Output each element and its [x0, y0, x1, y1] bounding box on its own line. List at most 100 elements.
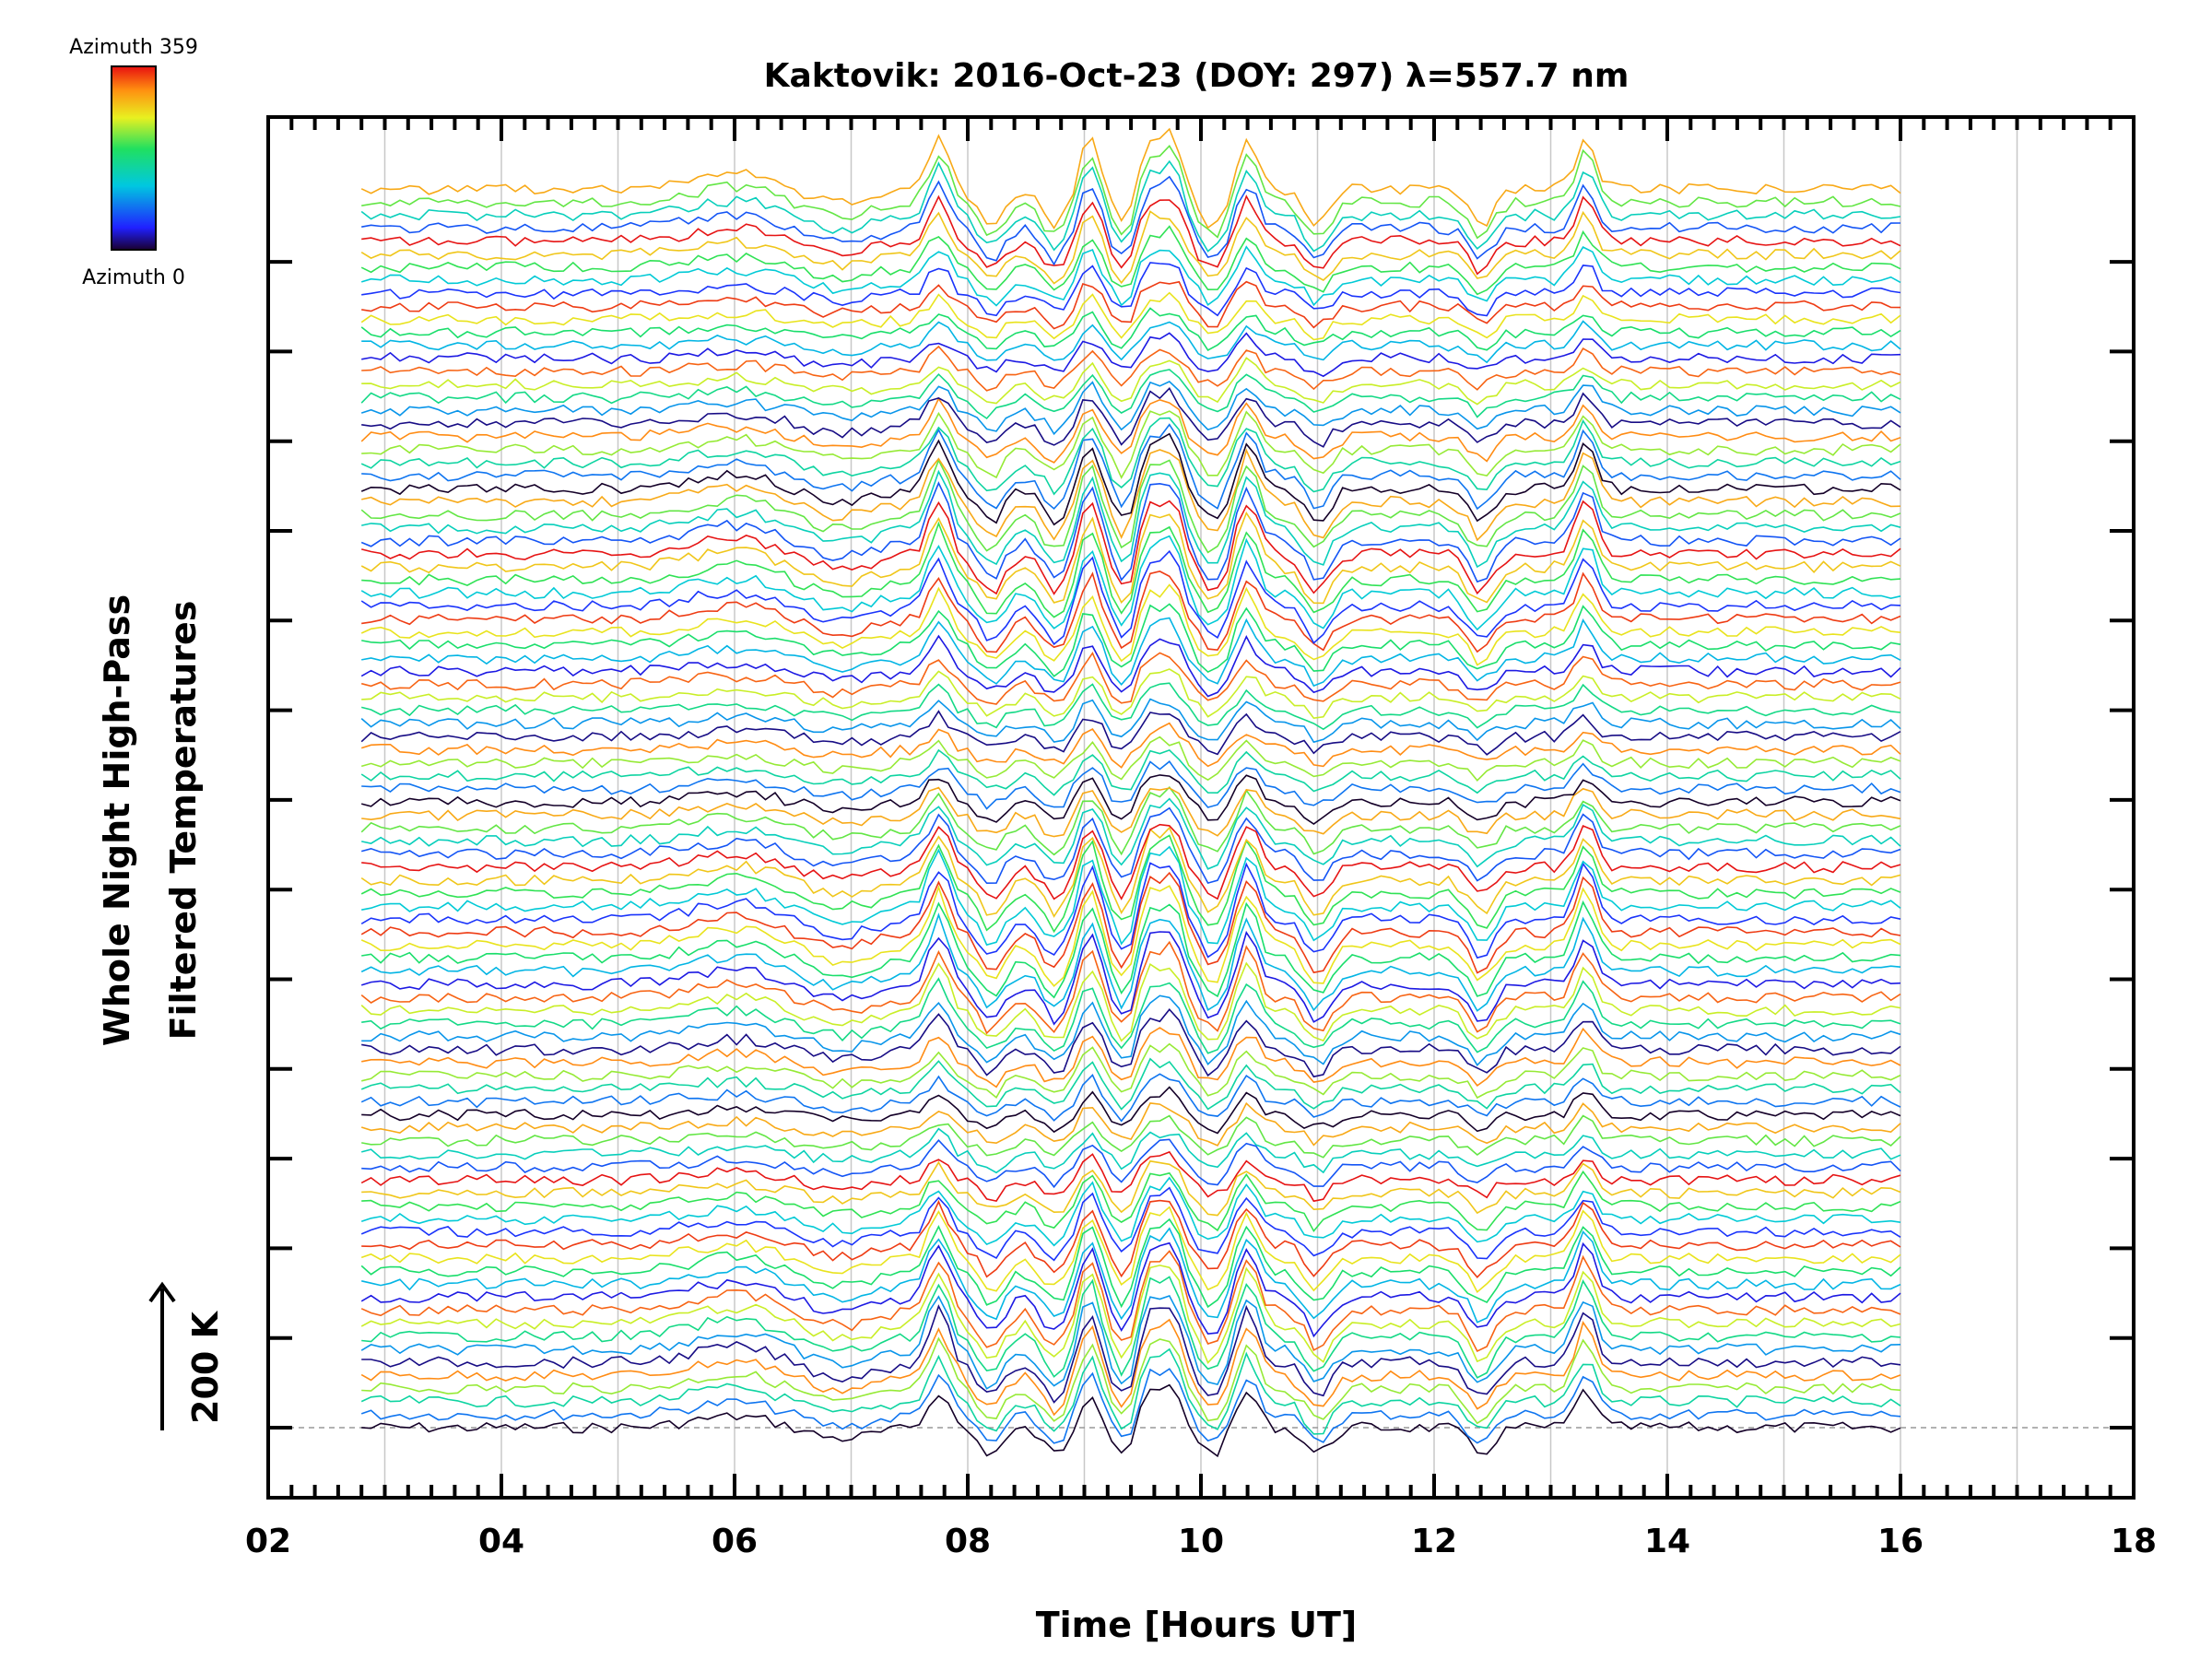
series-line-9: [360, 1250, 1901, 1353]
series-line-88: [360, 245, 1901, 307]
series-line-4: [360, 1318, 1901, 1417]
series-line-60: [361, 603, 1901, 677]
series-line-50: [360, 748, 1901, 796]
series-line-39: [360, 862, 1901, 959]
x-tick-label: 16: [1877, 1523, 1924, 1560]
x-tick-label: 08: [945, 1523, 991, 1560]
series-line-48: [360, 774, 1901, 825]
series-line-73: [361, 423, 1901, 511]
scale-bar: 200 K: [148, 1281, 226, 1430]
series-line-74: [360, 417, 1901, 496]
series-line-52: [360, 722, 1901, 769]
series-line-5: [361, 1304, 1901, 1404]
series-line-63: [360, 549, 1901, 646]
series-line-41: [360, 834, 1901, 934]
series-line-87: [361, 262, 1901, 317]
colorbar: Azimuth 359 Azimuth 0: [69, 36, 198, 289]
series-line-24: [361, 1086, 1901, 1135]
chart-title: Kaktovik: 2016-Oct-23 (DOY: 297) λ=557.7…: [764, 57, 1630, 95]
x-tick-label: 06: [712, 1523, 758, 1560]
series-line-7: [361, 1276, 1901, 1379]
series-line-21: [360, 1127, 1901, 1174]
series-group: [360, 127, 1901, 1458]
series-line-92: [361, 175, 1901, 266]
series-line-22: [361, 1114, 1901, 1159]
series-line-37: [360, 885, 1901, 987]
x-tick-label: 02: [245, 1523, 291, 1560]
series-line-8: [360, 1265, 1901, 1365]
series-line-66: [360, 511, 1901, 605]
series-line-3: [361, 1336, 1901, 1425]
series-line-84: [360, 307, 1901, 351]
series-line-34: [360, 930, 1901, 1026]
series-line-16: [360, 1176, 1901, 1247]
series-line-62: [361, 571, 1901, 653]
series-line-49: [361, 760, 1901, 810]
series-line-20: [361, 1138, 1901, 1189]
series-line-81: [361, 345, 1901, 392]
series-line-77: [361, 386, 1901, 448]
series-line-53: [360, 710, 1901, 756]
series-line-11: [361, 1227, 1901, 1324]
series-line-30: [361, 994, 1901, 1067]
x-tick-label: 10: [1178, 1523, 1224, 1560]
series-line-10: [360, 1241, 1901, 1338]
x-tick-label: 12: [1411, 1523, 1457, 1560]
series-line-36: [361, 900, 1901, 999]
series-line-2: [360, 1347, 1901, 1435]
series-line-70: [360, 458, 1901, 554]
series-line-38: [360, 871, 1901, 974]
series-line-90: [360, 210, 1901, 285]
series-line-80: [361, 357, 1901, 406]
series-line-14: [361, 1199, 1901, 1278]
scale-bar-label: 200 K: [185, 1310, 226, 1424]
series-line-79: [360, 369, 1901, 420]
series-line-54: [360, 698, 1901, 744]
x-tick-label: 18: [2111, 1523, 2157, 1560]
series-line-27: [361, 1042, 1901, 1100]
series-line-83: [361, 320, 1901, 364]
series-line-67: [361, 500, 1901, 595]
series-line-17: [361, 1170, 1901, 1233]
series-line-56: [361, 668, 1901, 720]
series-line-75: [361, 410, 1901, 479]
series-line-91: [361, 194, 1901, 276]
series-line-28: [361, 1027, 1901, 1088]
series-line-93: [360, 159, 1901, 253]
series-line-6: [360, 1295, 1901, 1390]
series-line-19: [360, 1150, 1901, 1203]
series-line-12: [360, 1218, 1901, 1309]
x-tick-labels: 02 04 06 08 10 12 14 16 18: [245, 1523, 2157, 1560]
series-line-82: [361, 332, 1901, 378]
series-line-42: [360, 826, 1901, 918]
series-line-35: [360, 912, 1901, 1012]
series-line-78: [360, 381, 1901, 436]
series-line-1: [360, 1368, 1901, 1444]
series-line-15: [360, 1186, 1901, 1262]
series-line-64: [360, 535, 1901, 631]
series-line-0: [361, 1383, 1901, 1458]
series-line-44: [360, 806, 1901, 885]
series-line-46: [360, 785, 1901, 856]
scale-bar-arrow-head: [148, 1281, 176, 1303]
series-line-23: [360, 1101, 1901, 1147]
series-line-33: [360, 940, 1901, 1035]
series-line-43: [361, 823, 1901, 900]
series-line-71: [361, 448, 1901, 542]
series-line-55: [361, 682, 1901, 731]
series-line-72: [360, 432, 1901, 526]
series-line-57: [360, 651, 1901, 705]
series-line-86: [361, 280, 1901, 330]
series-line-59: [361, 617, 1901, 688]
series-line-76: [360, 396, 1901, 464]
series-line-95: [360, 127, 1901, 230]
x-tick-label: 04: [478, 1523, 524, 1560]
series-line-32: [360, 961, 1901, 1042]
series-line-65: [361, 521, 1901, 618]
series-line-89: [360, 225, 1901, 296]
series-line-58: [360, 634, 1901, 698]
colorbar-top-label: Azimuth 359: [69, 36, 198, 59]
series-line-94: [361, 144, 1901, 240]
y-axis-label-line1: Whole Night High-Pass: [97, 594, 137, 1046]
